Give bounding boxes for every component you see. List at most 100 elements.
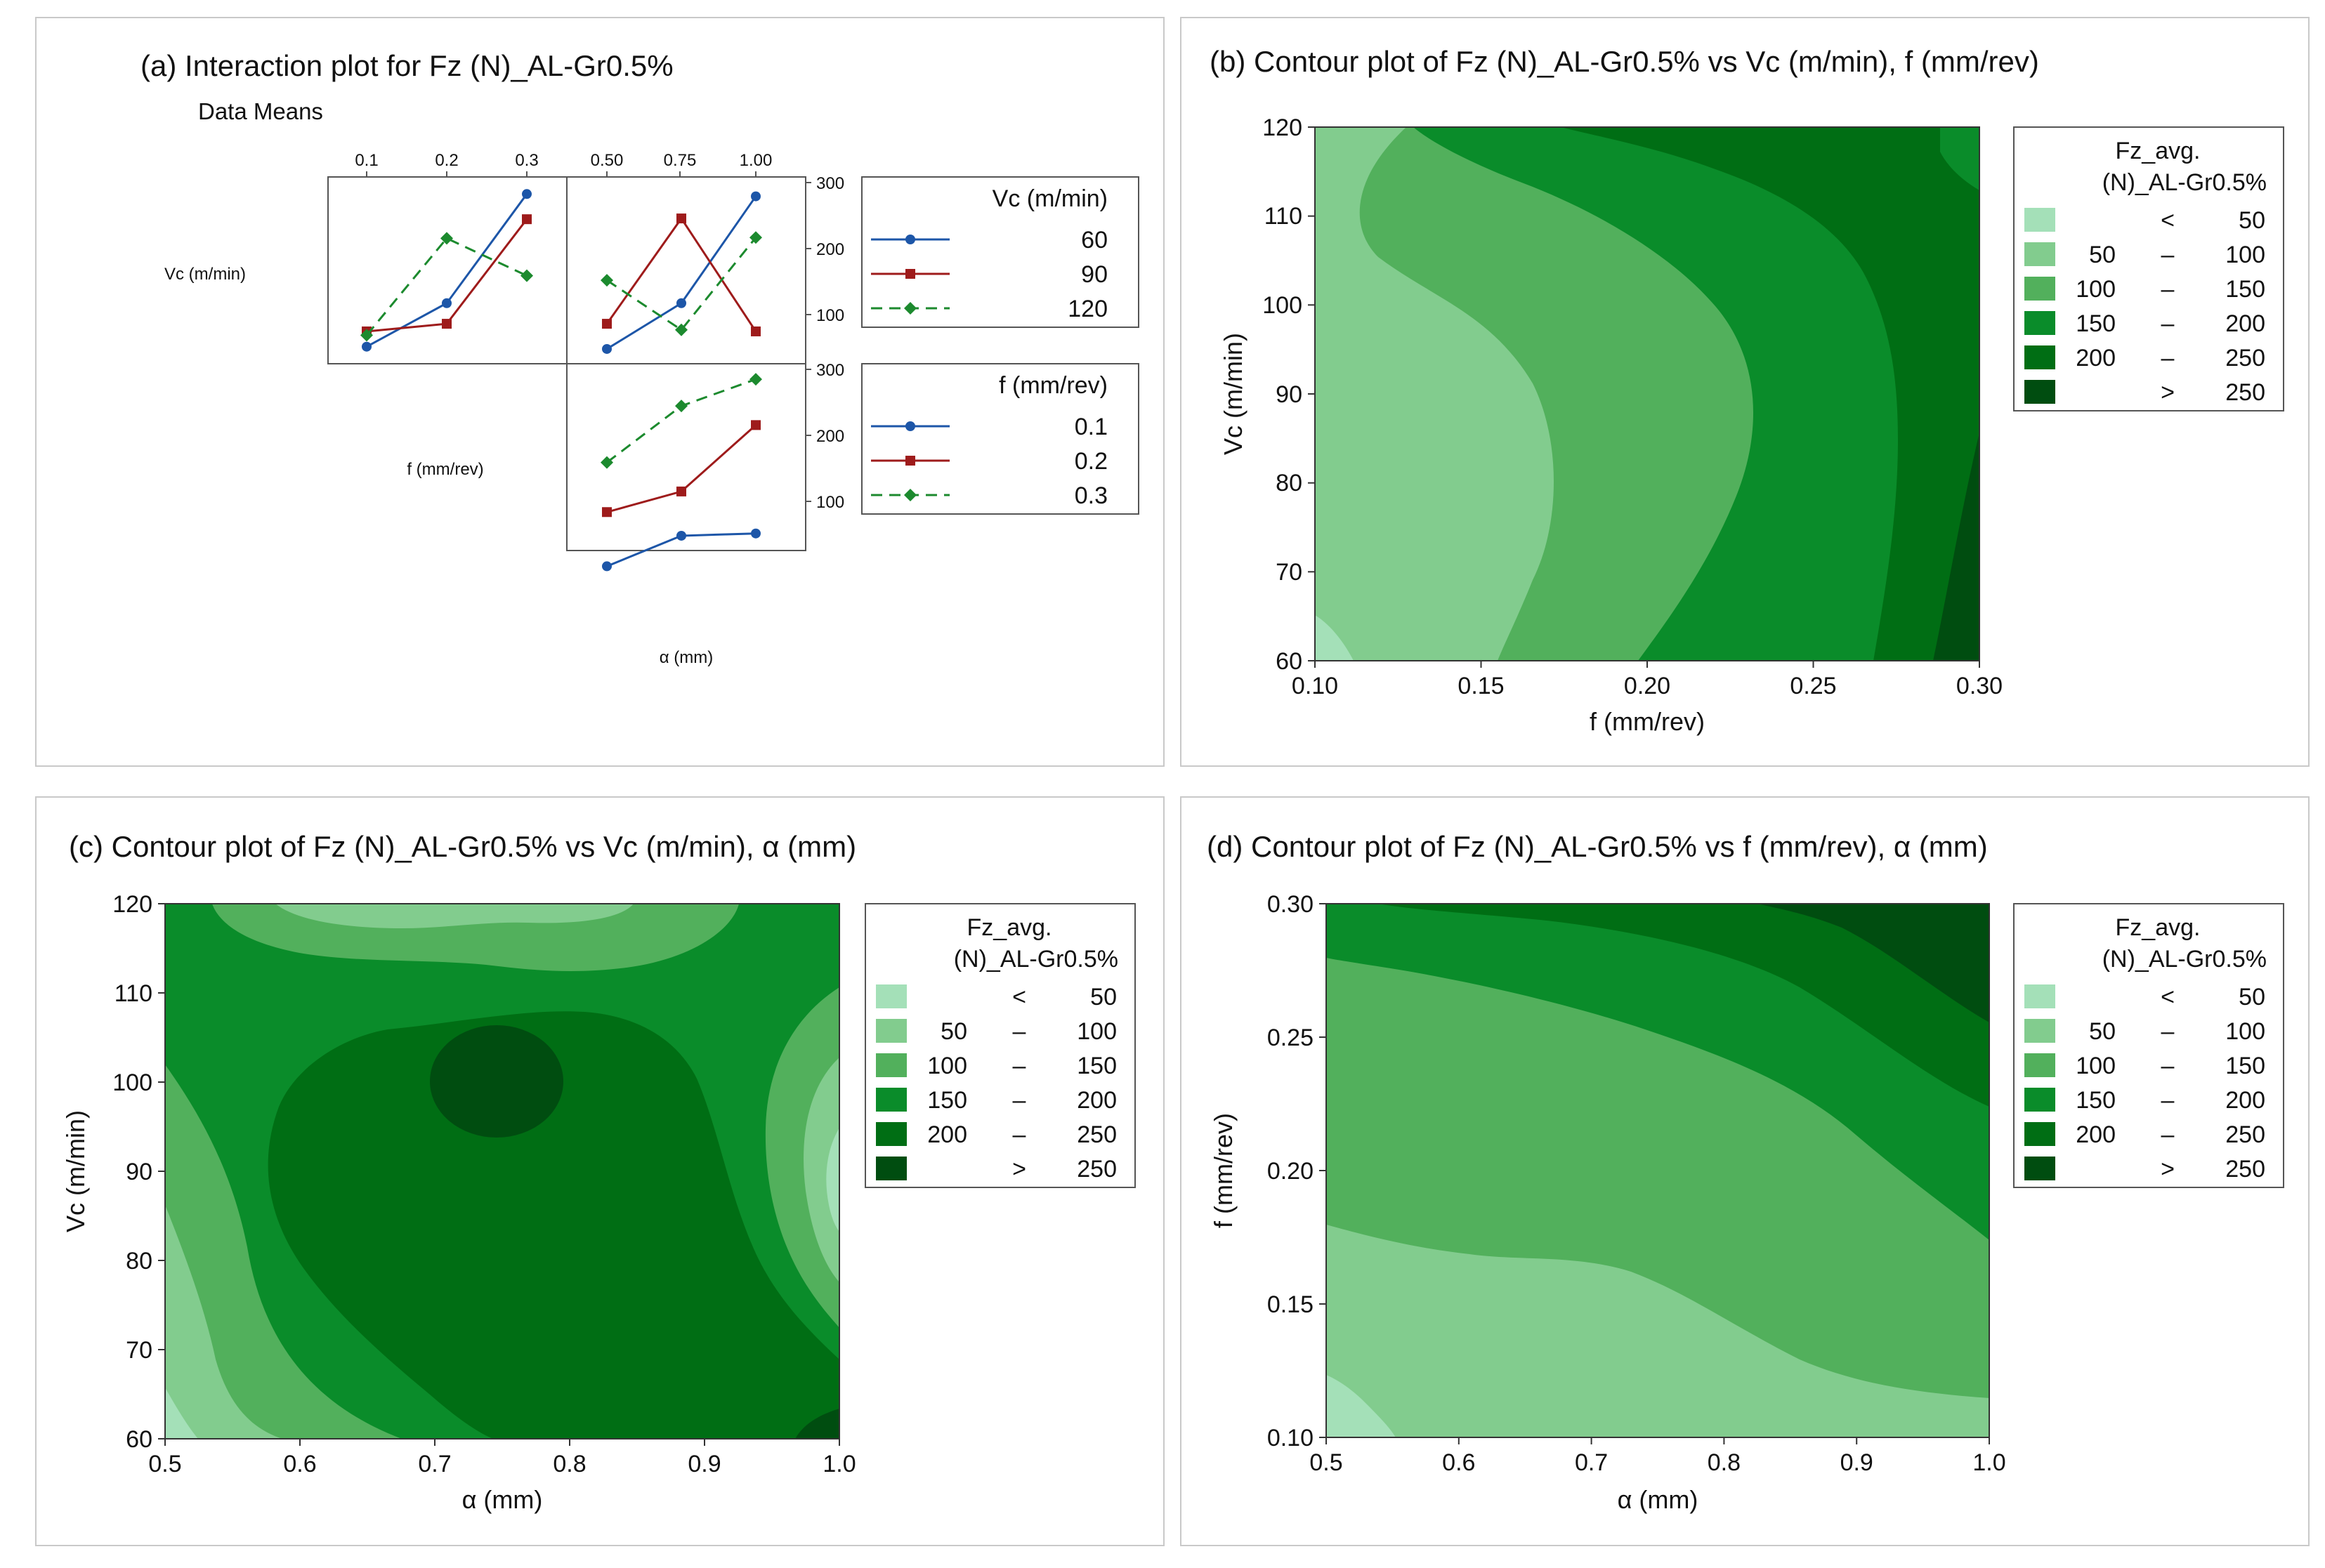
legend-lo: 50: [2089, 242, 2116, 268]
legend-vc-title: Vc (m/min): [993, 185, 1108, 212]
contour-b-region-gt250: [1933, 433, 1979, 661]
legend-sep: >: [2161, 379, 2175, 406]
series-marker-vc_by_f-60: [442, 298, 452, 308]
x-tick-label: 0.25: [1790, 673, 1836, 699]
y-tick-label: 200: [816, 240, 844, 259]
legend-hi: 150: [2225, 1053, 2265, 1079]
interaction-plot-subtitle: Data Means: [198, 98, 323, 124]
contour-legend-box: [865, 903, 1136, 1188]
series-marker-vc_by_alpha-90: [751, 326, 761, 336]
cell-f-by-alpha: [566, 363, 806, 551]
x-tick-label: 1.0: [823, 1451, 856, 1477]
contour-c-region-gt250-corner: [795, 1409, 839, 1439]
series-marker-vc_by_f-120: [440, 232, 453, 245]
contour-legend-title: (N)_AL-Gr0.5%: [2102, 946, 2267, 973]
legend-hi: 200: [2225, 310, 2265, 337]
series-marker-vc_by_f-60: [362, 341, 372, 352]
series-marker-f_by_alpha-0.1: [602, 561, 612, 572]
series-line-f_by_alpha-0.3: [606, 378, 757, 463]
x-tick-label: 0.5: [148, 1451, 181, 1477]
contour-d-fills: [1326, 904, 1989, 1437]
legend-f-marker-0.2: [905, 456, 915, 466]
x-tick-label: 0.10: [1292, 673, 1338, 699]
contour-d-region-lt50: [1326, 1375, 1396, 1437]
y-tick-label: 90: [126, 1159, 152, 1185]
series-marker-f_by_alpha-0.1: [676, 530, 686, 541]
legend-hi: 100: [2225, 242, 2265, 268]
x-tick-label: 0.9: [1840, 1449, 1873, 1476]
legend-sep: –: [1013, 1087, 1026, 1114]
contour-plot-b-panel: (b) Contour plot of Fz (N)_AL-Gr0.5% vs …: [1180, 17, 2310, 767]
contour-legend-swatch: [2024, 1088, 2055, 1112]
contour-legend-rows: < 50 50 – 100 100 – 150 150 – 200 200 – …: [2076, 984, 2265, 1182]
contour-plot-d: (d) Contour plot of Fz (N)_AL-Gr0.5% vs …: [1207, 830, 2284, 1514]
contour-b-yticks: 60 70 80 90 100 110 120: [1262, 114, 1302, 675]
bottom-label-alpha: α (mm): [660, 648, 714, 667]
alpha-tick-label: 1.00: [740, 151, 773, 170]
row-label-vc: Vc (m/min): [164, 265, 246, 284]
x-tick-label: 0.5: [1309, 1449, 1342, 1476]
contour-legend-swatch: [2024, 984, 2055, 1008]
legend-hi: 250: [2225, 379, 2265, 406]
alpha-tick-label: 0.50: [591, 151, 624, 170]
contour-legend-title: Fz_avg.: [2116, 914, 2201, 941]
contour-legend-swatch: [2024, 242, 2055, 266]
series-marker-vc_by_alpha-60: [602, 343, 612, 354]
series-marker-vc_by_alpha-90: [676, 213, 686, 224]
contour-legend-swatch: [2024, 380, 2055, 404]
y-tick-label: 100: [816, 493, 844, 512]
y-tick-label: 80: [1276, 470, 1302, 496]
y-tick-label: 200: [816, 427, 844, 446]
series-marker-vc_by_alpha-120: [749, 231, 762, 244]
series-marker-vc_by_f-90: [442, 319, 452, 329]
legend-hi: 200: [2225, 1087, 2265, 1114]
legend-sep: –: [1013, 1018, 1026, 1045]
contour-b-ylabel: Vc (m/min): [1219, 333, 1247, 455]
legend-sep: >: [2161, 1156, 2175, 1182]
legend-lo: 150: [927, 1087, 967, 1114]
series-marker-vc_by_f-60: [522, 189, 532, 199]
legend-f-entry: 0.1: [1075, 414, 1108, 440]
y-tick-label: 0.30: [1267, 891, 1314, 918]
contour-c-ticks: [158, 903, 840, 1446]
interaction-plot-title: (a) Interaction plot for Fz (N)_AL-Gr0.5…: [140, 49, 674, 82]
legend-vc-entry: 120: [1068, 296, 1108, 322]
y-tick-label: 120: [1262, 114, 1302, 141]
legend-sep: –: [2161, 1087, 2175, 1114]
y-tick-label: 110: [1264, 203, 1302, 230]
series-line-f_by_alpha-0.2: [606, 424, 757, 513]
right-axis-ticks: [806, 182, 811, 502]
legend-hi: 250: [2225, 345, 2265, 371]
interaction-plot-panel: (a) Interaction plot for Fz (N)_AL-Gr0.5…: [35, 17, 1165, 767]
legend-hi: 50: [2239, 984, 2265, 1010]
contour-c-region-100-150-left: [165, 1065, 402, 1439]
legend-lo: 100: [2076, 1053, 2116, 1079]
contour-b-region-150-200: [1413, 127, 1979, 661]
contour-legend-swatch: [2024, 311, 2055, 335]
contour-d-legend: Fz_avg. (N)_AL-Gr0.5% < 50 50 – 100 100 …: [2013, 903, 2284, 1188]
legend-sep: –: [1013, 1053, 1026, 1079]
series-marker-vc_by_f-120: [520, 269, 533, 282]
legend-hi: 100: [1077, 1018, 1117, 1045]
x-tick-label: 0.15: [1458, 673, 1504, 699]
y-tick-label: 110: [114, 980, 152, 1007]
contour-d-ticks: [1319, 903, 1990, 1444]
y-tick-label: 60: [1276, 648, 1302, 675]
legend-lo: 200: [927, 1121, 967, 1148]
series-marker-f_by_alpha-0.3: [601, 456, 613, 469]
contour-c-yticks: 60 70 80 90 100 110 120: [112, 891, 152, 1453]
legend-hi: 150: [1077, 1053, 1117, 1079]
contour-legend-box: [2013, 903, 2284, 1188]
series-line-vc_by_f-120: [365, 237, 528, 336]
contour-b-xlabel: f (mm/rev): [1590, 707, 1705, 736]
series-marker-vc_by_alpha-90: [602, 319, 612, 329]
legend-hi: 100: [2225, 1018, 2265, 1045]
y-tick-label: 120: [112, 891, 152, 918]
contour-c-xticks: 0.5 0.6 0.7 0.8 0.9 1.0: [148, 1451, 856, 1477]
top-tick-marks: [366, 171, 757, 177]
contour-d-xlabel: α (mm): [1618, 1485, 1698, 1514]
alpha-tick-label: 0.75: [664, 151, 697, 170]
contour-d-xticks: 0.5 0.6 0.7 0.8 0.9 1.0: [1309, 1449, 2005, 1476]
contour-legend-title: Fz_avg.: [967, 914, 1052, 941]
x-tick-label: 1.0: [1972, 1449, 2005, 1476]
